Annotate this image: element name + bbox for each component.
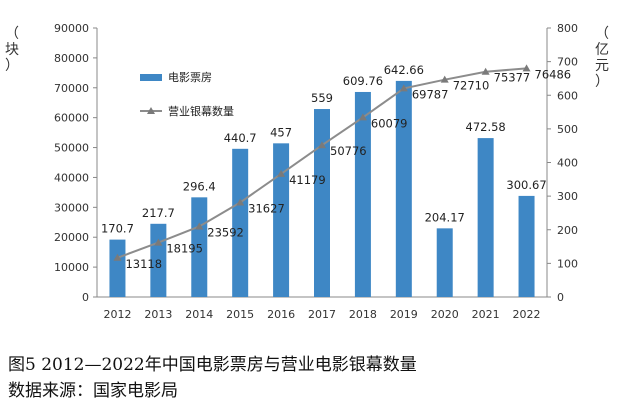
right-tick-label: 100 xyxy=(557,257,578,270)
right-tick-label: 600 xyxy=(557,89,578,102)
line-value-label: 41179 xyxy=(289,173,326,187)
x-tick-label: 2016 xyxy=(267,308,295,321)
left-tick-label: 10000 xyxy=(54,261,89,274)
bar xyxy=(477,138,494,297)
left-tick-label: 50000 xyxy=(54,142,89,155)
left-tick-label: 40000 xyxy=(54,171,89,184)
bar xyxy=(395,80,412,297)
bar xyxy=(232,148,249,297)
right-tick-label: 500 xyxy=(557,123,578,136)
left-axis-unit-char: （ xyxy=(5,26,19,42)
x-tick-label: 2014 xyxy=(185,308,213,321)
x-tick-label: 2015 xyxy=(226,308,254,321)
bar-value-label: 457 xyxy=(270,125,292,139)
x-tick-label: 2013 xyxy=(144,308,172,321)
line-value-label: 13118 xyxy=(125,257,162,271)
left-tick-label: 70000 xyxy=(54,82,89,95)
left-tick-label: 80000 xyxy=(54,52,89,65)
line-value-label: 75377 xyxy=(494,71,531,85)
bar-value-label: 559 xyxy=(311,91,333,105)
bar xyxy=(314,109,330,297)
right-tick-label: 0 xyxy=(557,291,564,304)
right-tick-label: 400 xyxy=(557,157,578,170)
left-tick-label: 20000 xyxy=(54,231,89,244)
x-tick-label: 2019 xyxy=(390,308,418,321)
line-value-label: 18195 xyxy=(166,242,203,256)
line-point xyxy=(522,64,531,72)
right-tick-label: 300 xyxy=(557,190,578,203)
bar-value-label: 204.17 xyxy=(425,210,465,224)
bar xyxy=(273,143,290,297)
line-point xyxy=(113,253,122,261)
left-axis-unit-char: 块 xyxy=(5,42,19,58)
right-tick-label: 700 xyxy=(557,56,578,69)
bar-value-label: 170.7 xyxy=(101,222,134,236)
line-point xyxy=(277,169,286,177)
legend-line-marker xyxy=(147,107,155,114)
left-axis-unit-char: ） xyxy=(5,58,19,74)
right-axis-unit-char: ） xyxy=(595,74,609,90)
left-tick-label: 90000 xyxy=(54,22,89,35)
bar-value-label: 440.7 xyxy=(224,131,257,145)
right-axis-unit-char: （ xyxy=(595,26,609,42)
bar-value-label: 472.58 xyxy=(466,120,506,134)
x-tick-label: 2021 xyxy=(472,308,500,321)
line-value-label: 31627 xyxy=(248,201,285,215)
bar-value-label: 609.76 xyxy=(343,74,383,88)
bar xyxy=(191,197,208,297)
bar-value-label: 296.4 xyxy=(183,179,216,193)
x-tick-label: 2022 xyxy=(513,308,541,321)
chart: 0 10000 20000 30000 40000 50000 60000 70000 8000… xyxy=(5,22,609,321)
legend-line-label: 营业银幕数量 xyxy=(168,104,234,118)
line-value-label: 69787 xyxy=(412,87,449,101)
chart-svg: 0100002000030000400005000060000700008000… xyxy=(5,22,609,321)
line-value-label: 76486 xyxy=(535,67,572,81)
x-tick-label: 2017 xyxy=(308,308,336,321)
bar xyxy=(109,239,126,297)
x-tick-label: 2020 xyxy=(431,308,459,321)
x-tick-label: 2012 xyxy=(103,308,131,321)
x-tick-label: 2018 xyxy=(349,308,377,321)
bar-value-label: 642.66 xyxy=(384,63,424,77)
line-point xyxy=(358,113,367,121)
right-axis-unit-char: 元 xyxy=(595,58,609,74)
left-tick-label: 60000 xyxy=(54,112,89,125)
legend-bar-label: 电影票房 xyxy=(168,71,212,84)
right-tick-label: 800 xyxy=(557,22,578,35)
line-point xyxy=(154,238,163,246)
bar-value-label: 217.7 xyxy=(142,206,175,220)
line-value-label: 50776 xyxy=(330,144,367,158)
line-point xyxy=(399,84,408,92)
left-tick-label: 0 xyxy=(82,291,89,304)
right-tick-label: 200 xyxy=(557,224,578,237)
legend-bar-swatch xyxy=(140,74,162,81)
right-axis-unit-char: 亿 xyxy=(595,42,609,58)
line-value-label: 60079 xyxy=(371,116,408,130)
line-point xyxy=(440,75,449,83)
bar-value-label: 300.67 xyxy=(506,178,546,192)
line-value-label: 23592 xyxy=(207,225,244,239)
line-point xyxy=(195,222,204,230)
bar xyxy=(518,195,535,297)
line-point xyxy=(481,67,490,75)
line-point xyxy=(318,141,326,149)
caption: 图5 2012—2022年中国电影票房与营业电影银幕数量 数据来源：国家电影局 xyxy=(8,352,628,404)
bar xyxy=(354,91,371,297)
bar xyxy=(436,228,453,297)
figure-caption-source: 数据来源：国家电影局 xyxy=(8,381,178,401)
line-point xyxy=(236,198,245,206)
line-value-label: 72710 xyxy=(453,79,490,93)
left-tick-label: 30000 xyxy=(54,201,89,214)
figure-caption-title: 图5 2012—2022年中国电影票房与营业电影银幕数量 xyxy=(8,355,417,375)
